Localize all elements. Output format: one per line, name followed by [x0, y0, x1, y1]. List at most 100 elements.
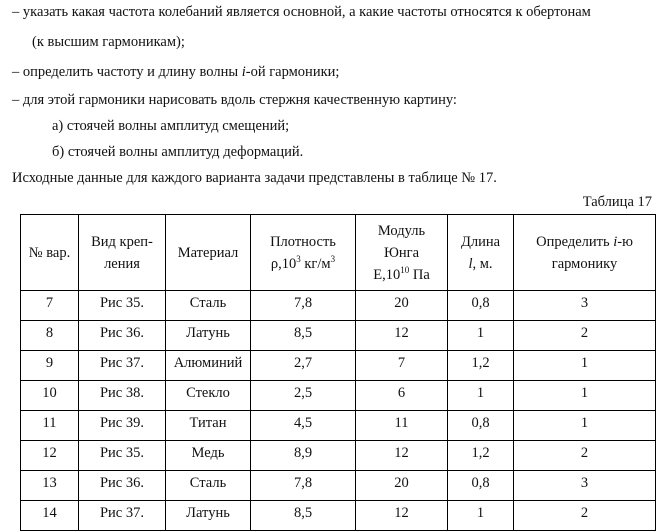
- superscript: 3: [296, 253, 301, 264]
- table-cell: 1: [447, 320, 514, 351]
- table-caption: Таблица 17: [582, 194, 652, 210]
- table-cell: 2: [513, 440, 656, 471]
- table-cell: 8,5: [250, 500, 356, 531]
- table-cell: 2,5: [250, 380, 356, 411]
- table-cell: 12: [355, 500, 448, 531]
- text: – определить частоту и длину волны: [12, 64, 242, 80]
- text: -ю: [617, 233, 633, 250]
- superscript: 3: [330, 253, 336, 264]
- table-cell: 10: [20, 380, 79, 411]
- table-row: 10 Рис 38. Стекло 2,5 6 1 1: [20, 380, 656, 411]
- table-cell: 0,8: [447, 410, 514, 441]
- table-row: 14 Рис 37. Латунь 8,5 12 1 2: [20, 500, 656, 531]
- table-cell: Титан: [165, 410, 251, 441]
- table-cell: 13: [20, 470, 79, 501]
- table-cell: Рис 35.: [78, 290, 166, 321]
- table-cell: 12: [355, 440, 448, 471]
- table-cell: Рис 36.: [78, 470, 166, 501]
- bullet-line: – указать какая частота колебаний являет…: [12, 4, 591, 20]
- table-cell: Латунь: [165, 500, 251, 531]
- italic-text: i: [613, 233, 618, 250]
- table-cell: Стекло: [165, 380, 251, 411]
- table-row: 12 Рис 35. Медь 8,9 12 1,2 2: [20, 440, 656, 471]
- table-cell: 2,7: [250, 350, 356, 381]
- header-cell: Вид креп-ления: [78, 214, 166, 291]
- table-cell: 8: [20, 320, 79, 351]
- table-cell: 1: [513, 350, 656, 381]
- header-row: № вар. Вид креп-ления Материал Плотность…: [20, 214, 656, 291]
- text: , м.: [472, 255, 493, 272]
- table-cell: 11: [355, 410, 448, 441]
- table-cell: 8,9: [250, 440, 356, 471]
- header-cell: Определить i-ю гармонику: [513, 214, 656, 291]
- header-cell: Длина l, м.: [447, 214, 514, 291]
- table-cell: Алюминий: [165, 350, 251, 381]
- page: – указать какая частота колебаний являет…: [12, 4, 656, 531]
- text: кг/м: [300, 255, 331, 272]
- table-cell: 4,5: [250, 410, 356, 441]
- table-cell: 12: [20, 440, 79, 471]
- text: № вар.: [28, 244, 71, 261]
- text: гармонику: [551, 255, 618, 272]
- text: Длина: [460, 233, 501, 250]
- bullet-line: – для этой гармоники нарисовать вдоль ст…: [12, 92, 457, 108]
- table-cell: 1,2: [447, 350, 514, 381]
- table-row: 13 Рис 36. Сталь 7,8 20 0,8 3: [20, 470, 656, 501]
- text: Па: [409, 266, 430, 283]
- table-cell: 1,2: [447, 440, 514, 471]
- table-cell: Медь: [165, 440, 251, 471]
- italic-text: l: [468, 255, 473, 272]
- bullet-line: (к высшим гармоникам);: [32, 34, 185, 50]
- text: Плотность: [270, 233, 336, 250]
- table-row: 11 Рис 39. Титан 4,5 11 0,8 1: [20, 410, 656, 441]
- table-cell: 9: [20, 350, 79, 381]
- table-row: 8 Рис 36. Латунь 8,5 12 1 2: [20, 320, 656, 351]
- table-cell: 3: [513, 290, 656, 321]
- table-cell: 7,8: [250, 290, 356, 321]
- text: -ой гармоники;: [245, 64, 340, 80]
- table-cell: 7,8: [250, 470, 356, 501]
- table-cell: 7: [20, 290, 79, 321]
- table-cell: 1: [447, 500, 514, 531]
- table-cell: Рис 39.: [78, 410, 166, 441]
- table-cell: Рис 38.: [78, 380, 166, 411]
- italic-text: i: [241, 64, 246, 80]
- header-cell: Материал: [165, 214, 251, 291]
- table-cell: 20: [355, 470, 448, 501]
- text: Определить: [536, 233, 614, 250]
- bullet-line: – определить частоту и длину волны i-ой …: [12, 63, 339, 81]
- text: ления: [104, 255, 140, 272]
- superscript: 10: [400, 264, 410, 275]
- table-row: 7 Рис 35. Сталь 7,8 20 0,8 3: [20, 290, 656, 321]
- table-cell: 1: [513, 410, 656, 441]
- table-cell: 0,8: [447, 290, 514, 321]
- table-cell: Рис 36.: [78, 320, 166, 351]
- table-row: 9 Рис 37. Алюминий 2,7 7 1,2 1: [20, 350, 656, 381]
- text: Модуль: [377, 222, 426, 239]
- table-cell: Рис 37.: [78, 500, 166, 531]
- text: Материал: [177, 244, 239, 261]
- table-cell: 3: [513, 470, 656, 501]
- table-cell: 0,8: [447, 470, 514, 501]
- table-cell: 11: [20, 410, 79, 441]
- text: ρ,10: [270, 255, 297, 272]
- table-cell: 1: [513, 380, 656, 411]
- table-cell: 14: [20, 500, 79, 531]
- table-cell: 2: [513, 500, 656, 531]
- table-cell: Рис 37.: [78, 350, 166, 381]
- table-cell: 12: [355, 320, 448, 351]
- text: E,10: [373, 266, 401, 283]
- header-cell: Модуль Юнга E,1010 Па: [355, 214, 448, 291]
- table-cell: Рис 35.: [78, 440, 166, 471]
- paragraph: Исходные данные для каждого варианта зад…: [12, 170, 497, 186]
- text: Вид креп-: [91, 233, 153, 250]
- data-table: № вар. Вид креп-ления Материал Плотность…: [20, 214, 656, 531]
- table-cell: 1: [447, 380, 514, 411]
- table-cell: 20: [355, 290, 448, 321]
- text: Юнга: [383, 244, 420, 261]
- table-cell: 2: [513, 320, 656, 351]
- table-cell: Сталь: [165, 470, 251, 501]
- table-cell: 8,5: [250, 320, 356, 351]
- header-cell: Плотность ρ,103 кг/м3: [250, 214, 356, 291]
- header-cell: № вар.: [20, 214, 79, 291]
